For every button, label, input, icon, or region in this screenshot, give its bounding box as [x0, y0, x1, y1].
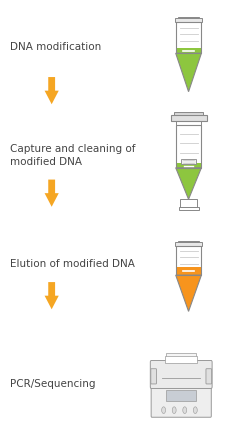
FancyBboxPatch shape — [151, 369, 156, 384]
Text: PCR/Sequencing: PCR/Sequencing — [10, 379, 96, 388]
Text: DNA modification: DNA modification — [10, 42, 101, 52]
Bar — [176, 121, 202, 125]
Bar — [166, 353, 196, 362]
Bar — [176, 267, 202, 275]
Bar — [175, 243, 202, 246]
Bar — [176, 22, 202, 53]
Bar — [182, 159, 196, 165]
Bar — [178, 241, 199, 243]
Text: Elution of modified DNA: Elution of modified DNA — [10, 259, 135, 269]
Circle shape — [162, 407, 166, 413]
Polygon shape — [176, 168, 202, 199]
Circle shape — [172, 407, 176, 413]
Bar — [174, 112, 203, 114]
Polygon shape — [44, 282, 59, 309]
Bar — [178, 207, 199, 209]
Bar — [176, 48, 202, 53]
Bar — [180, 199, 197, 207]
Polygon shape — [44, 77, 59, 104]
FancyBboxPatch shape — [151, 385, 211, 417]
FancyBboxPatch shape — [150, 360, 212, 388]
Circle shape — [193, 407, 197, 413]
Bar — [166, 391, 196, 402]
Bar — [170, 114, 206, 121]
Polygon shape — [176, 53, 202, 92]
Bar — [176, 163, 202, 168]
Bar — [176, 125, 202, 168]
Bar — [165, 356, 197, 363]
Bar — [175, 19, 202, 22]
Bar — [178, 17, 199, 19]
Polygon shape — [176, 275, 202, 311]
Polygon shape — [44, 180, 59, 207]
Text: Capture and cleaning of
modified DNA: Capture and cleaning of modified DNA — [10, 144, 136, 167]
Circle shape — [183, 407, 187, 413]
FancyBboxPatch shape — [206, 369, 212, 384]
Bar — [176, 246, 202, 275]
